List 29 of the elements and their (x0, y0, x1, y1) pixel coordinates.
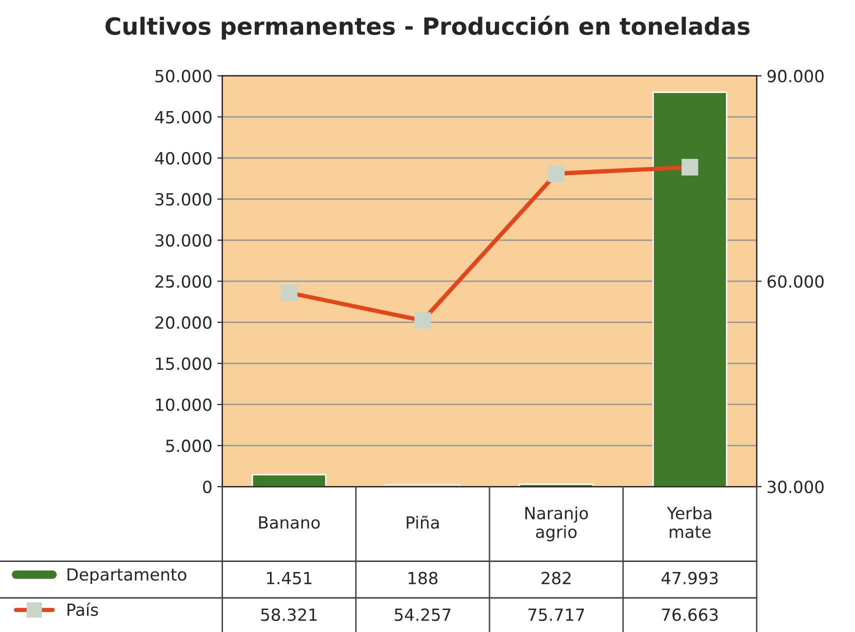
y2-tick-label: 60.000 (768, 275, 824, 288)
y-tick-label: 50.000 (156, 70, 212, 82)
x-tick-label: Piña (406, 516, 439, 529)
y-tick-label: 45.000 (155, 110, 212, 124)
y-tick-label: 25.000 (155, 275, 212, 288)
y-tick-label: 30.000 (156, 234, 212, 247)
x-tick-label: Naranjo agrio (525, 506, 588, 542)
legend-label: País (68, 602, 98, 616)
data-label: 188 (408, 572, 438, 584)
data-label: 1.451 (267, 572, 312, 584)
y2-tick-label: 30.000 (768, 480, 824, 494)
y-tick-label: 10.000 (156, 398, 212, 412)
y-tick-label: 5.000 (166, 440, 212, 452)
data-label: 58.321 (261, 608, 317, 622)
x-tick-label: Yerba mate (666, 506, 712, 538)
data-label: 54.257 (394, 608, 450, 622)
data-label: 47.993 (662, 572, 718, 584)
data-label: 76.663 (662, 608, 718, 622)
y-tick-label: 40.000 (155, 152, 212, 165)
y-tick-label: 0 (203, 480, 212, 494)
chart-title: Cultivos permanentes - Producción en toneladas (106, 16, 750, 40)
y-tick-label: 15.000 (156, 357, 212, 370)
y2-tick-label: 90.000 (767, 70, 824, 82)
y-tick-label: 35.000 (156, 193, 212, 206)
data-label: 282 (542, 572, 571, 584)
legend-label: Departamento (68, 568, 186, 584)
x-tick-label: Banano (259, 516, 320, 529)
data-label: 75.717 (528, 608, 584, 622)
y-tick-label: 20.000 (155, 316, 212, 329)
